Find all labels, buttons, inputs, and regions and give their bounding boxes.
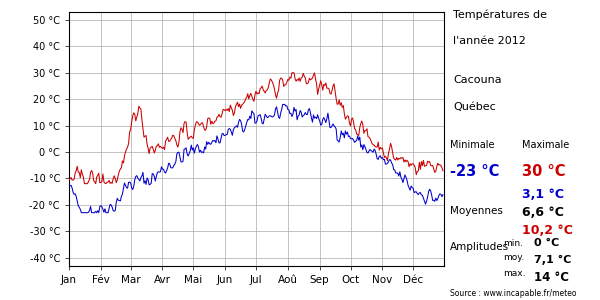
Text: Températures de: Températures de: [453, 9, 547, 20]
Text: Source : www.incapable.fr/meteo: Source : www.incapable.fr/meteo: [450, 290, 577, 298]
Text: l'année 2012: l'année 2012: [453, 36, 526, 46]
Text: Amplitudes: Amplitudes: [450, 242, 509, 251]
Text: moy.: moy.: [503, 254, 524, 262]
Text: Cacouna: Cacouna: [453, 75, 502, 85]
Text: 0 °C: 0 °C: [534, 238, 559, 248]
Text: Québec: Québec: [453, 102, 496, 112]
Text: 14 °C: 14 °C: [534, 271, 569, 284]
Text: 6,6 °C: 6,6 °C: [522, 206, 564, 218]
Text: max.: max.: [503, 268, 526, 278]
Text: min.: min.: [503, 238, 523, 247]
Text: Minimale: Minimale: [450, 140, 494, 149]
Text: 7,1 °C: 7,1 °C: [534, 255, 571, 265]
Text: Maximale: Maximale: [522, 140, 569, 149]
Text: -23 °C: -23 °C: [450, 164, 499, 178]
Text: 10,2 °C: 10,2 °C: [522, 224, 573, 236]
Text: 3,1 °C: 3,1 °C: [522, 188, 564, 200]
Text: Moyennes: Moyennes: [450, 206, 503, 215]
Text: 30 °C: 30 °C: [522, 164, 566, 178]
